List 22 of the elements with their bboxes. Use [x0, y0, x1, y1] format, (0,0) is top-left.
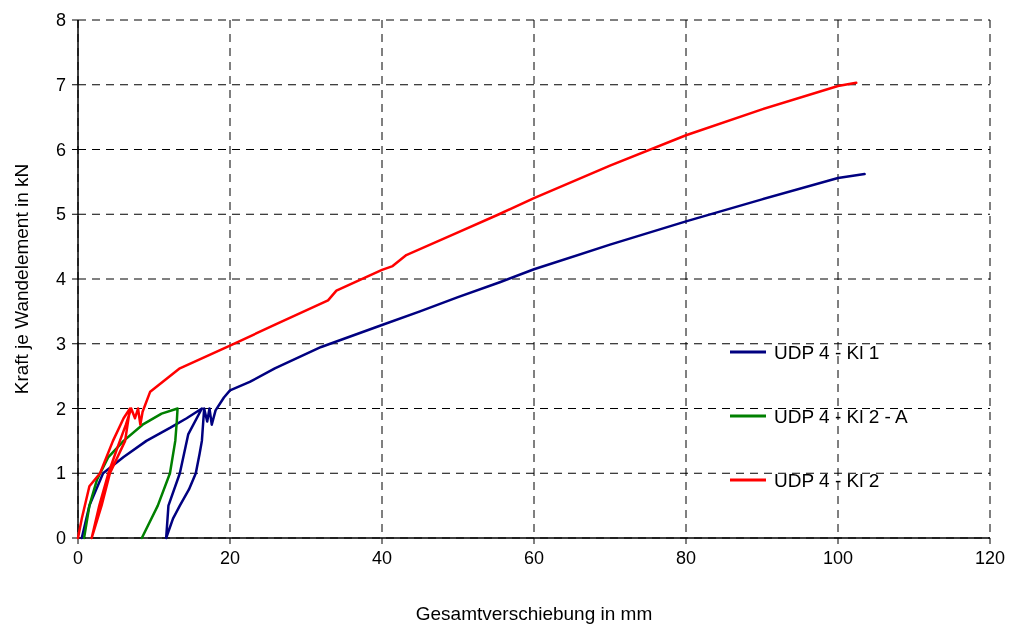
- x-tick-label: 120: [974, 548, 1006, 568]
- x-axis-title: Gesamtverschiebung in mm: [415, 603, 653, 624]
- x-tick-label: 40: [371, 548, 393, 568]
- x-tick-label: 0: [72, 548, 84, 568]
- line-series: [80, 172, 866, 540]
- y-tick-label: 5: [55, 204, 66, 225]
- y-tick-label: 2: [55, 398, 66, 419]
- legend-label: UDP 4 - Kl 2: [774, 470, 880, 491]
- legend-label: UDP 4 - Kl 2 - A: [774, 406, 909, 427]
- y-tick-label: 7: [55, 74, 66, 95]
- x-tick-label: 100: [822, 548, 854, 568]
- y-tick-label: 8: [55, 10, 66, 30]
- y-tick-label: 6: [55, 139, 66, 160]
- y-tick-label: 1: [55, 463, 66, 484]
- y-tick-label: 4: [55, 269, 66, 289]
- legend-label: UDP 4 - Kl 1: [774, 342, 880, 363]
- x-tick-label: 80: [675, 548, 697, 568]
- y-axis-title: Kraft je Wandelement in kN: [11, 163, 32, 395]
- x-tick-label: 20: [219, 548, 241, 568]
- x-tick-label: 60: [523, 548, 545, 568]
- y-tick-label: 3: [55, 333, 66, 354]
- y-tick-label: 0: [55, 528, 66, 548]
